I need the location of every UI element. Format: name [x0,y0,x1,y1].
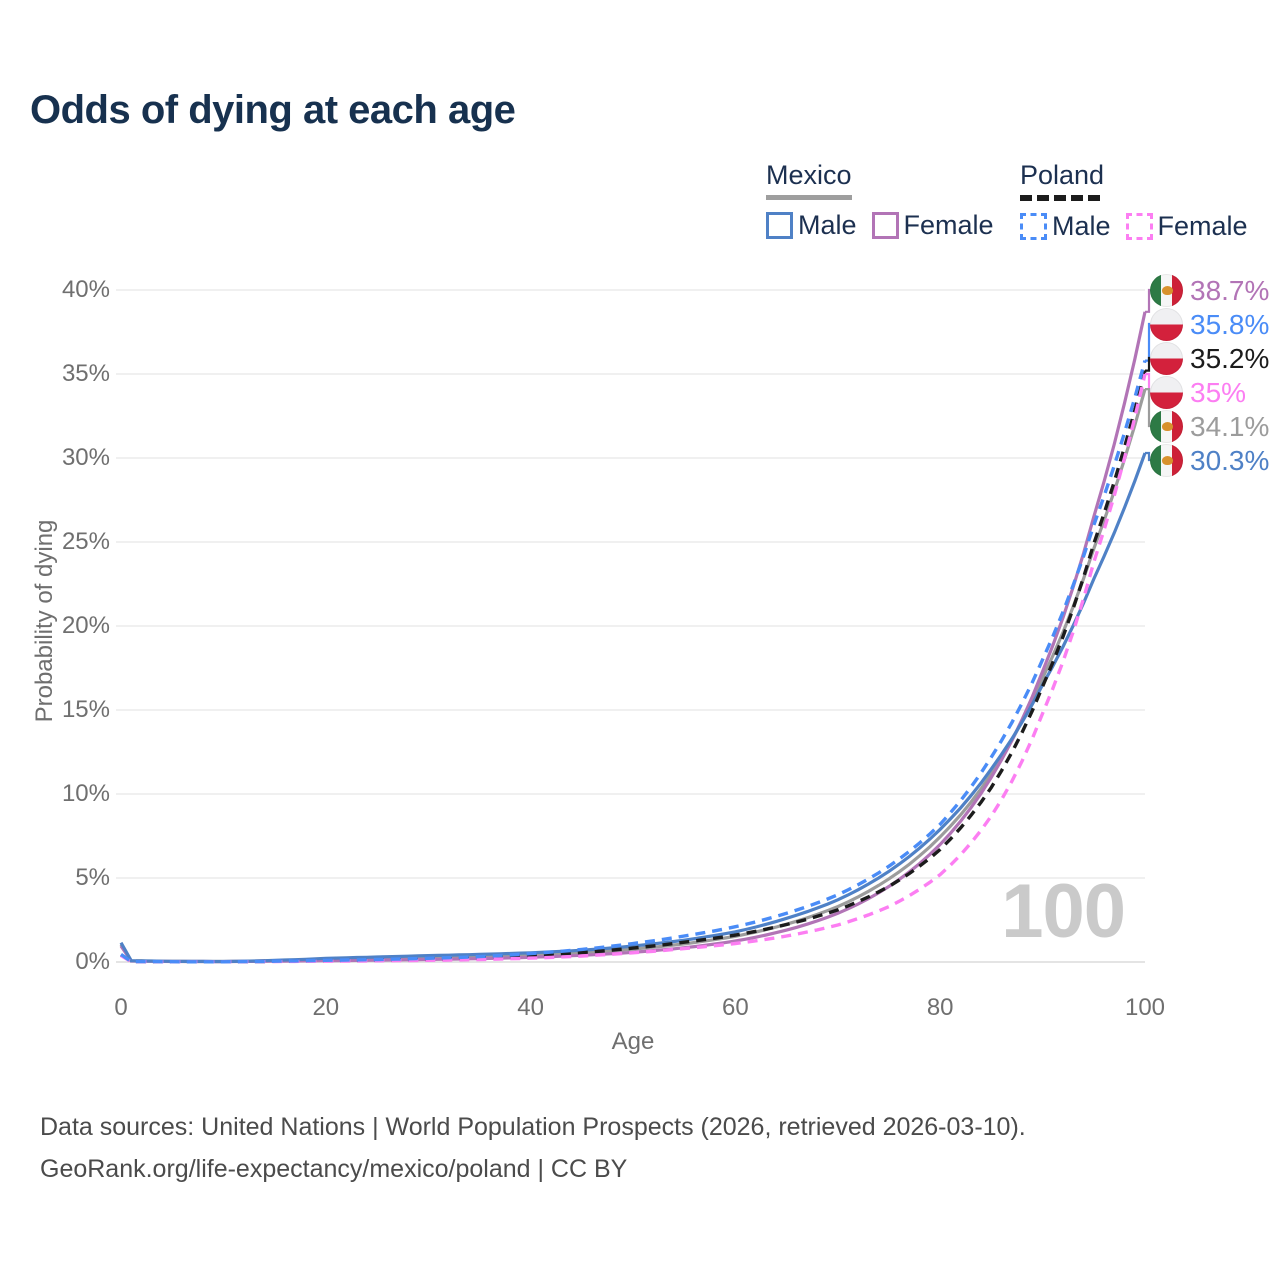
series-line-mexico-female [119,311,1147,964]
footer: Data sources: United Nations | World Pop… [40,1106,1026,1190]
mexico-male-swatch-icon[interactable] [766,212,793,239]
hovered-age-watermark: 100 [1001,869,1126,954]
mexico-line-style-sample [766,195,852,200]
x-axis-title: Age [611,1028,655,1055]
leader-line-mexico-male [1145,451,1156,462]
leader-line-mexico-female [1145,288,1156,313]
legend-label-mexico-male: Male [798,210,857,240]
page-title: Odds of dying at each age [30,88,516,132]
y-tick-label: 35% [61,360,110,387]
leader-line-mexico-both [1145,388,1156,428]
legend-item-mexico-female[interactable]: Female [871,210,994,241]
x-tick-label: 60 [722,994,749,1021]
legend-country-title-poland: Poland [1020,160,1105,190]
y-tick-label: 15% [61,696,110,723]
y-tick-label: 30% [61,444,110,471]
y-tick-label: 40% [61,276,110,303]
y-tick-label: 10% [61,780,110,807]
x-tick-label: 20 [312,994,340,1021]
legend-group-mexico: Mexico Male Female [766,160,994,241]
legend-item-poland-male[interactable]: Male [1020,211,1111,242]
poland-line-style-sample [1020,195,1100,201]
x-tick-label: 0 [114,994,128,1021]
y-tick-label: 20% [61,612,110,639]
x-tick-label: 80 [926,994,954,1021]
footer-attribution: GeoRank.org/life-expectancy/mexico/polan… [40,1155,628,1183]
legend-group-poland: Poland Male Female [1020,160,1248,242]
y-tick-label: 5% [75,864,110,891]
x-tick-label: 100 [1124,994,1166,1021]
legend-label-poland-male: Male [1052,211,1111,241]
legend-item-poland-female[interactable]: Female [1125,211,1248,242]
footer-data-sources: Data sources: United Nations | World Pop… [40,1113,1026,1141]
legend-label-mexico-female: Female [903,210,994,240]
legend-country-title-mexico: Mexico [766,160,852,190]
legend-label-poland-female: Female [1157,211,1248,241]
y-tick-label: 25% [61,528,110,555]
poland-male-swatch-icon[interactable] [1020,213,1047,240]
series-line-poland-male [120,360,1147,964]
legend-item-mexico-male[interactable]: Male [766,210,857,241]
y-tick-label: 0% [75,948,110,975]
mexico-female-swatch-icon[interactable] [871,212,899,239]
x-tick-label: 40 [517,994,544,1021]
poland-female-swatch-icon[interactable] [1125,213,1153,240]
leader-line-poland-male [1145,322,1156,362]
